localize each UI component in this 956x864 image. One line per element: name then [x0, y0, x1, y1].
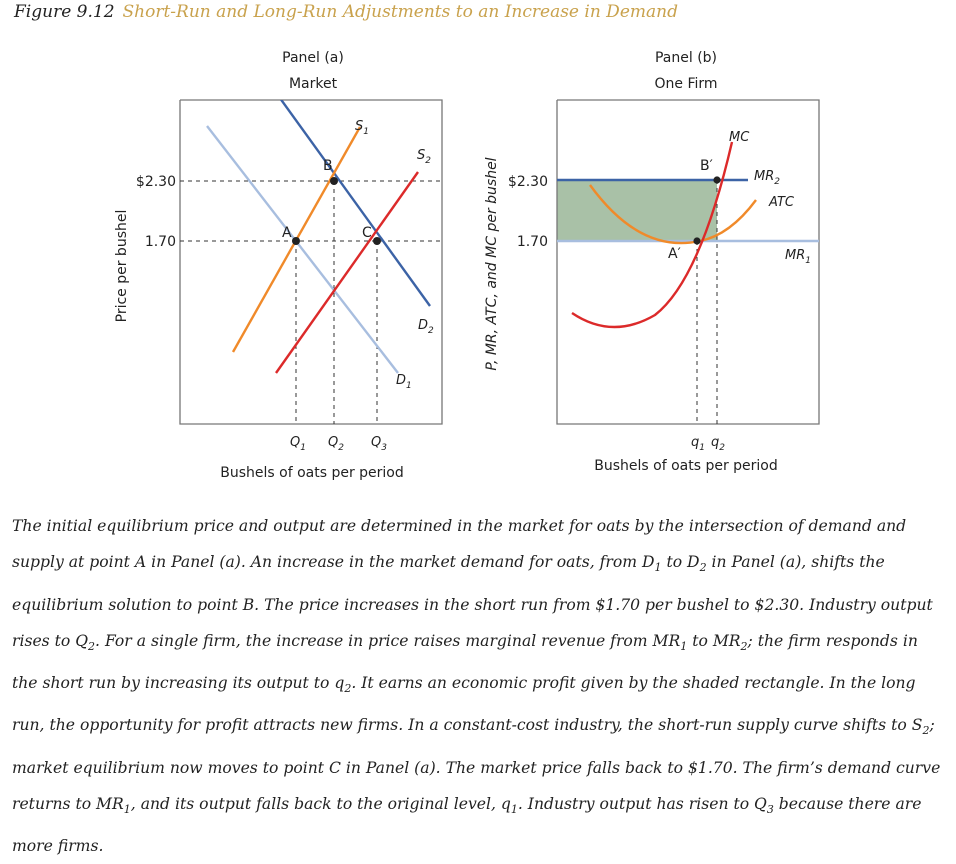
panel-a-subtitle: Market — [289, 76, 338, 92]
panel-b-atc-label: ATC — [768, 195, 795, 210]
panel-a: Panel (a) Market Price per bushel Bushel… — [114, 50, 443, 481]
panel-b-x-axis-label: Bushels of oats per period — [594, 458, 778, 474]
caption-subscript: 1 — [123, 802, 131, 816]
caption-text: ; market equilibrium now moves to point … — [12, 716, 946, 813]
panel-b-point-b-prime — [713, 176, 721, 184]
panel-b-subtitle: One Firm — [654, 76, 717, 92]
panel-a-s2-label: S2 — [417, 148, 431, 166]
panel-a-d2-label: D2 — [418, 318, 434, 336]
caption-subscript: 2 — [740, 639, 748, 653]
panel-a-x-tick-q1: Q1 — [290, 435, 306, 453]
caption-text: ; the firm responds in the short run by … — [12, 631, 923, 693]
caption-subscript: 2 — [922, 724, 930, 738]
panel-b-mc-label: MC — [729, 130, 750, 145]
panel-a-y-tick-low: 1.70 — [145, 234, 176, 250]
panel-b-x-tick-q1: q1 — [691, 435, 705, 453]
panel-a-x-tick-q3: Q3 — [371, 435, 387, 453]
caption-text: . It earns an economic profit given by t… — [12, 674, 923, 735]
figure-caption: The initial equilibrium price and output… — [12, 508, 947, 864]
caption-subscript: 2 — [88, 639, 96, 653]
panel-a-d1-label: D1 — [396, 373, 412, 391]
caption-text: . For a single firm, the increase in pri… — [95, 631, 681, 650]
figure-heading: Figure 9.12 Short-Run and Long-Run Adjust… — [14, 2, 678, 22]
panel-a-d2-curve — [279, 100, 431, 307]
caption-subscript: 1 — [654, 561, 662, 575]
panel-b-mr1-label: MR1 — [785, 248, 811, 266]
caption-text: , and its output falls back to the origi… — [130, 794, 511, 813]
panel-a-d1-curve — [206, 125, 399, 374]
caption-subscript: 1 — [680, 639, 688, 653]
caption-text: to MR — [687, 631, 741, 650]
panel-a-y-axis-label: Price per bushel — [114, 210, 130, 323]
panel-b-y-axis-label: P, MR, ATC, and MC per bushel — [484, 157, 500, 370]
figure-chart: Panel (a) Market Price per bushel Bushel… — [114, 50, 820, 481]
panel-b-x-tick-q2: q2 — [711, 435, 725, 453]
caption-subscript: 2 — [699, 561, 707, 575]
panel-a-y-tick-high: $2.30 — [136, 174, 176, 190]
caption-text: . Industry output has risen to Q — [517, 794, 767, 813]
panel-a-point-c-label: C — [362, 225, 372, 241]
panel-a-x-axis-label: Bushels of oats per period — [220, 465, 404, 481]
panel-b-point-b-prime-label: B′ — [700, 158, 713, 174]
caption-text: to D — [661, 553, 700, 572]
panel-a-frame — [179, 99, 443, 425]
caption-subscript: 3 — [766, 802, 774, 816]
panel-b-point-a-prime-label: A′ — [668, 246, 681, 262]
panel-b: Panel (b) One Firm P, MR, ATC, and MC pe… — [484, 50, 820, 474]
caption-text: The initial equilibrium price and output… — [12, 517, 912, 572]
panel-a-point-b-label: B — [323, 158, 333, 174]
panel-a-label: Panel (a) — [282, 50, 344, 66]
panel-b-y-tick-low: 1.70 — [517, 234, 548, 250]
panel-a-s2-curve — [275, 171, 419, 374]
caption-subscript: 2 — [344, 682, 352, 696]
caption-text: in Panel (a), shifts the equilibrium sol… — [12, 553, 938, 650]
caption-subscript: 1 — [510, 802, 518, 816]
panel-a-point-b — [330, 177, 338, 185]
panel-b-mc-curve — [571, 141, 734, 329]
panel-a-point-a — [292, 237, 300, 245]
panel-a-x-tick-q2: Q2 — [328, 435, 344, 453]
figure-number: Figure 9.12 — [14, 2, 115, 22]
panel-b-point-a-prime — [693, 237, 701, 245]
panel-a-s1-label: S1 — [355, 119, 369, 137]
panel-b-y-tick-high: $2.30 — [508, 174, 548, 190]
panel-b-mr2-label: MR2 — [754, 169, 780, 187]
figure-title: Short-Run and Long-Run Adjustments to an… — [122, 2, 678, 22]
panel-b-label: Panel (b) — [655, 50, 717, 66]
panel-b-frame — [556, 99, 820, 425]
panel-a-point-a-label: A — [282, 225, 292, 241]
panel-a-point-c — [373, 237, 381, 245]
